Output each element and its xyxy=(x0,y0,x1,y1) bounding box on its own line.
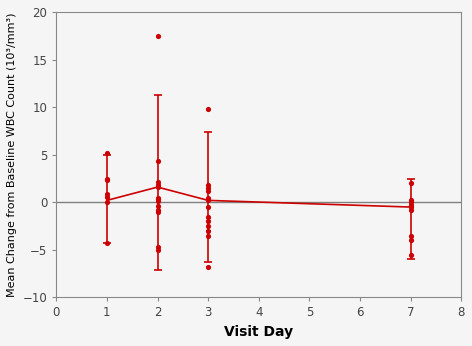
Point xyxy=(204,188,212,194)
Point xyxy=(154,33,161,38)
Point xyxy=(204,264,212,270)
Point xyxy=(204,195,212,200)
Point xyxy=(407,204,414,210)
Y-axis label: Mean Change from Baseline WBC Count (10³/mm³): Mean Change from Baseline WBC Count (10³… xyxy=(7,12,17,297)
Point xyxy=(407,238,414,243)
Point xyxy=(204,214,212,219)
Point xyxy=(204,223,212,229)
Point xyxy=(204,198,212,203)
Point xyxy=(407,202,414,208)
Point xyxy=(154,247,161,253)
Point xyxy=(204,106,212,112)
X-axis label: Visit Day: Visit Day xyxy=(224,325,294,339)
Point xyxy=(407,207,414,213)
Point xyxy=(103,194,111,199)
Point xyxy=(204,233,212,238)
Point xyxy=(407,198,414,203)
Point xyxy=(154,158,161,164)
Point xyxy=(103,177,111,183)
Point xyxy=(154,197,161,202)
Point xyxy=(154,180,161,185)
Point xyxy=(154,207,161,213)
Point xyxy=(154,184,161,190)
Point xyxy=(204,204,212,210)
Point xyxy=(407,252,414,257)
Point xyxy=(204,219,212,224)
Point xyxy=(154,244,161,250)
Point xyxy=(154,195,161,200)
Point xyxy=(204,185,212,191)
Point xyxy=(204,182,212,188)
Point xyxy=(154,182,161,188)
Point xyxy=(103,176,111,181)
Point xyxy=(204,197,212,202)
Point xyxy=(204,228,212,234)
Point xyxy=(103,150,111,156)
Point xyxy=(154,209,161,215)
Point xyxy=(103,191,111,197)
Point xyxy=(407,233,414,238)
Point xyxy=(154,203,161,209)
Point xyxy=(407,200,414,205)
Point xyxy=(103,240,111,246)
Point xyxy=(103,200,111,205)
Point xyxy=(154,199,161,204)
Point xyxy=(407,181,414,186)
